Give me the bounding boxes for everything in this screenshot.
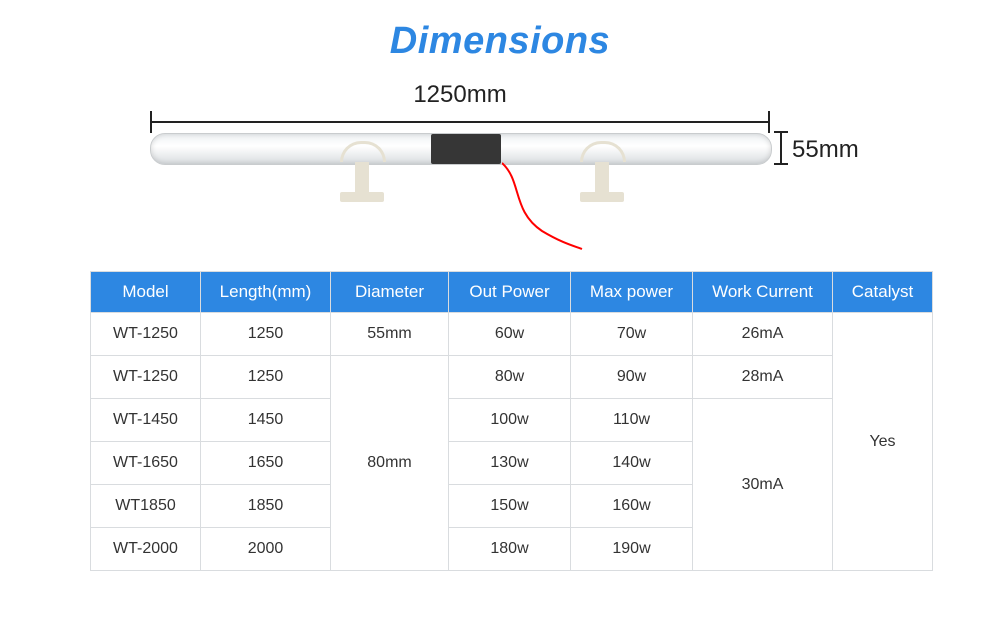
cell-model: WT-1250 bbox=[91, 313, 201, 356]
cell-out-power: 60w bbox=[449, 313, 571, 356]
cell-model: WT-1250 bbox=[91, 356, 201, 399]
col-catalyst: Catalyst bbox=[833, 272, 933, 313]
cell-max-power: 140w bbox=[571, 442, 693, 485]
tube-center-block bbox=[431, 134, 501, 164]
col-model: Model bbox=[91, 272, 201, 313]
table-header-row: Model Length(mm) Diameter Out Power Max … bbox=[91, 272, 933, 313]
dimension-diagram: 1250mm 55mm bbox=[150, 81, 850, 251]
wire-icon bbox=[502, 161, 592, 251]
mount-bracket-left bbox=[340, 159, 384, 223]
col-work-current: Work Current bbox=[693, 272, 833, 313]
col-length: Length(mm) bbox=[201, 272, 331, 313]
page-title: Dimensions bbox=[90, 20, 910, 63]
col-out-power: Out Power bbox=[449, 272, 571, 313]
col-max-power: Max power bbox=[571, 272, 693, 313]
cell-diameter: 55mm bbox=[331, 313, 449, 356]
length-rule bbox=[150, 115, 770, 129]
cell-model: WT-1450 bbox=[91, 399, 201, 442]
cell-max-power: 110w bbox=[571, 399, 693, 442]
cell-catalyst: Yes bbox=[833, 313, 933, 571]
cell-out-power: 130w bbox=[449, 442, 571, 485]
cell-model: WT1850 bbox=[91, 485, 201, 528]
diameter-rule bbox=[774, 131, 788, 165]
cell-model: WT-2000 bbox=[91, 528, 201, 571]
table-row: WT-1450 1450 100w 110w 30mA bbox=[91, 399, 933, 442]
cell-out-power: 180w bbox=[449, 528, 571, 571]
mount-bracket-right bbox=[580, 159, 624, 223]
spec-table: Model Length(mm) Diameter Out Power Max … bbox=[90, 271, 933, 571]
length-label: 1250mm bbox=[150, 81, 770, 109]
col-diameter: Diameter bbox=[331, 272, 449, 313]
cell-out-power: 150w bbox=[449, 485, 571, 528]
cell-work-current: 28mA bbox=[693, 356, 833, 399]
cell-max-power: 190w bbox=[571, 528, 693, 571]
cell-out-power: 100w bbox=[449, 399, 571, 442]
cell-max-power: 160w bbox=[571, 485, 693, 528]
cell-model: WT-1650 bbox=[91, 442, 201, 485]
cell-out-power: 80w bbox=[449, 356, 571, 399]
cell-length: 1450 bbox=[201, 399, 331, 442]
table-row: WT-1250 1250 55mm 60w 70w 26mA Yes bbox=[91, 313, 933, 356]
cell-max-power: 90w bbox=[571, 356, 693, 399]
cell-length: 1650 bbox=[201, 442, 331, 485]
cell-length: 2000 bbox=[201, 528, 331, 571]
diameter-label: 55mm bbox=[792, 136, 859, 164]
table-row: WT-1250 1250 80mm 80w 90w 28mA bbox=[91, 356, 933, 399]
cell-work-current: 30mA bbox=[693, 399, 833, 571]
cell-length: 1250 bbox=[201, 313, 331, 356]
cell-length: 1250 bbox=[201, 356, 331, 399]
cell-max-power: 70w bbox=[571, 313, 693, 356]
laser-tube bbox=[150, 133, 772, 165]
cell-length: 1850 bbox=[201, 485, 331, 528]
cell-work-current: 26mA bbox=[693, 313, 833, 356]
cell-diameter: 80mm bbox=[331, 356, 449, 571]
